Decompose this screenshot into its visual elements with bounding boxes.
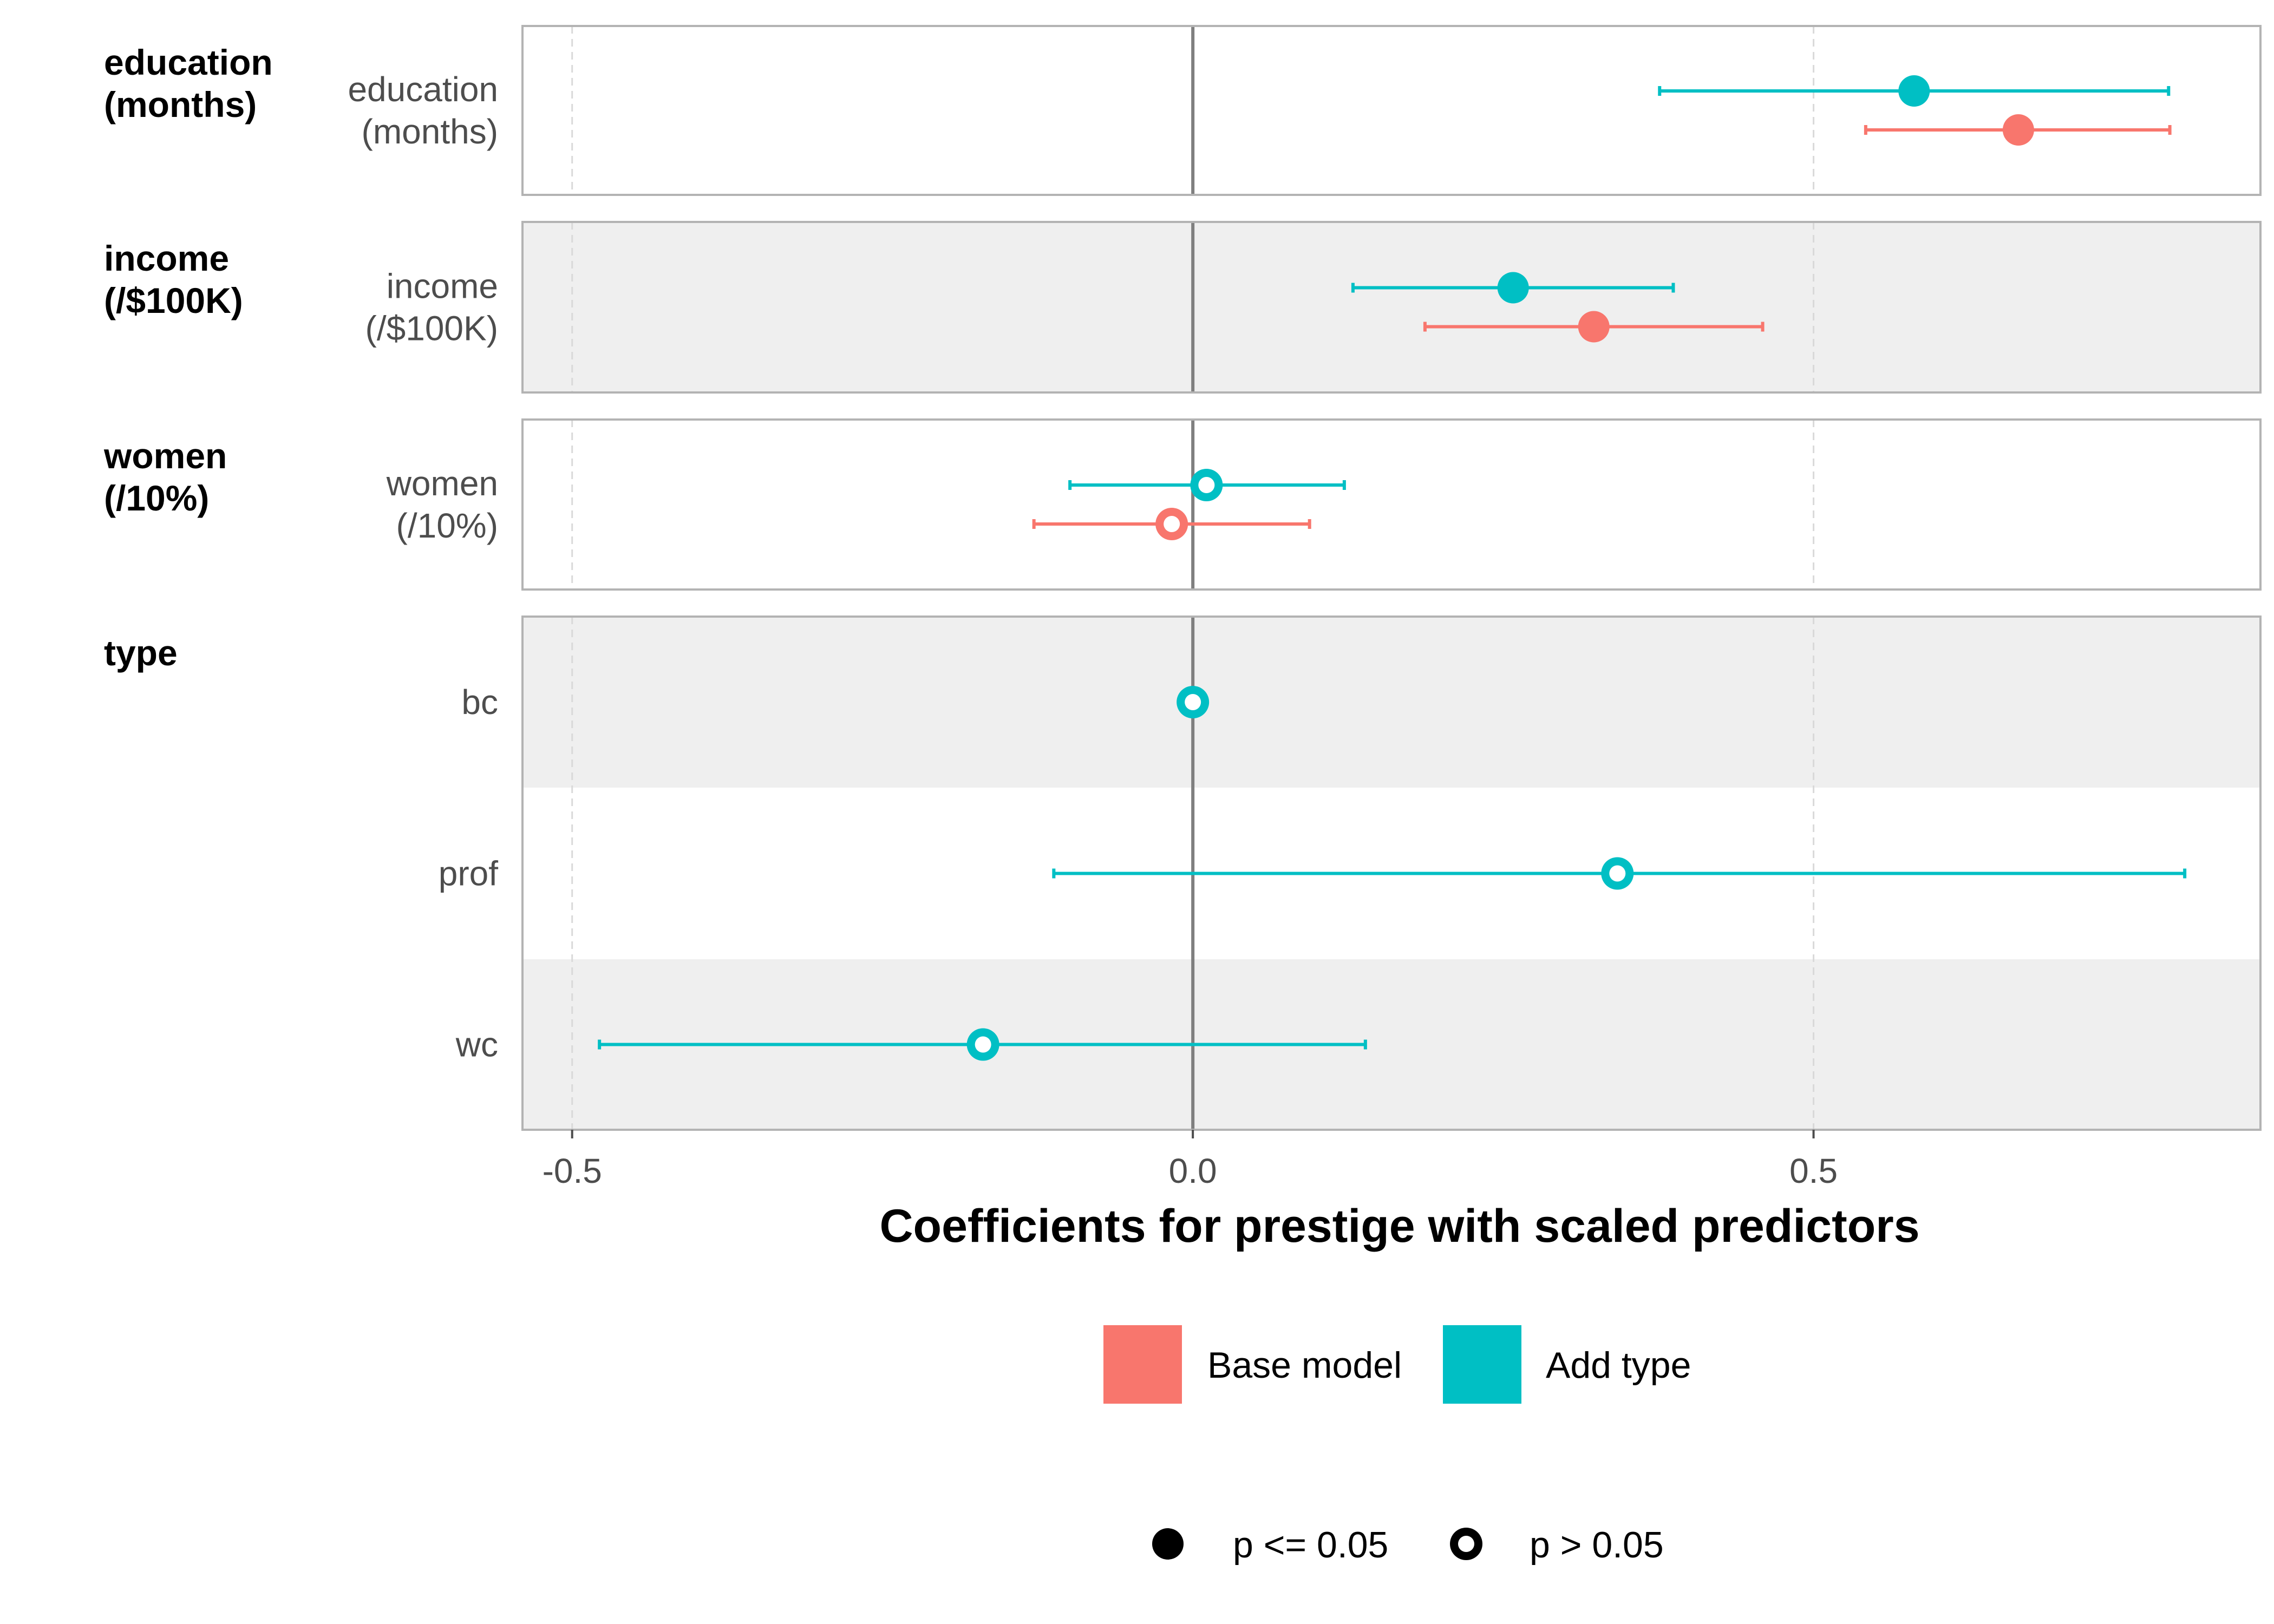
term-label-line: prof bbox=[439, 854, 499, 893]
term-label-line: income bbox=[387, 267, 498, 306]
panels-layer bbox=[522, 26, 2260, 1130]
group-label-line: income bbox=[104, 238, 229, 278]
legend-color-label: Base model bbox=[1207, 1345, 1402, 1386]
legend-color-key bbox=[1103, 1325, 1182, 1404]
term-label-line: bc bbox=[461, 683, 498, 722]
legend-shape-filled bbox=[1152, 1528, 1184, 1560]
term-label-line: education bbox=[348, 70, 498, 109]
term-label-line: women bbox=[386, 464, 498, 503]
x-tick-label: 0.0 bbox=[1169, 1151, 1217, 1190]
group-label: women (/10%) bbox=[103, 436, 227, 518]
group-label: education (months) bbox=[104, 42, 273, 125]
term-label: income (/$100K) bbox=[365, 267, 498, 348]
x-tick-label: -0.5 bbox=[543, 1151, 602, 1190]
legend-shape-hollow-center bbox=[1458, 1536, 1474, 1552]
term-label: bc bbox=[461, 683, 498, 722]
panel-borders-layer bbox=[521, 25, 2262, 1131]
legend-shape-label: p > 0.05 bbox=[1530, 1524, 1664, 1566]
grid-layer bbox=[571, 26, 1815, 1130]
group-label-line: type bbox=[104, 633, 178, 673]
point-hollow-center bbox=[1185, 694, 1201, 710]
group-label-line: women bbox=[103, 436, 227, 476]
x-axis: -0.5 0.0 0.5 bbox=[543, 1130, 1838, 1190]
term-label-line: (months) bbox=[362, 112, 499, 151]
panel-background bbox=[522, 26, 2260, 195]
term-label-line: (/10%) bbox=[396, 506, 499, 545]
point-hollow-center bbox=[975, 1036, 991, 1053]
point-significant bbox=[2002, 114, 2034, 146]
group-label-line: (/$100K) bbox=[104, 280, 243, 320]
point-hollow-center bbox=[1609, 865, 1626, 882]
group-label-line: education bbox=[104, 42, 273, 82]
group-label: income (/$100K) bbox=[104, 238, 243, 320]
group-label-line: (months) bbox=[104, 84, 257, 125]
marks-layer bbox=[598, 75, 2187, 1061]
legend-color-label: Add type bbox=[1546, 1345, 1691, 1386]
term-label: women (/10%) bbox=[386, 464, 498, 545]
legend-shape-label: p <= 0.05 bbox=[1233, 1524, 1388, 1566]
panel-border bbox=[521, 418, 2262, 591]
term-label-line: wc bbox=[455, 1025, 498, 1064]
labels-layer: education (months) education (months)income… bbox=[103, 42, 498, 1064]
legend-color-key bbox=[1443, 1325, 1521, 1404]
term-label: wc bbox=[455, 1025, 498, 1064]
x-tick-label: 0.5 bbox=[1789, 1151, 1838, 1190]
panel-border bbox=[521, 615, 2262, 1131]
point-hollow-center bbox=[1164, 516, 1180, 532]
point-significant bbox=[1898, 75, 1930, 107]
point-significant bbox=[1578, 311, 1610, 343]
term-label: education (months) bbox=[348, 70, 498, 151]
panel-background bbox=[522, 420, 2260, 590]
point-hollow-center bbox=[1198, 477, 1215, 493]
term-label-line: (/$100K) bbox=[365, 309, 498, 348]
legend: Base model Add type p <= 0.05 p > 0.05 bbox=[1103, 1325, 1691, 1566]
term-band-background bbox=[522, 617, 2260, 788]
panel-border bbox=[521, 25, 2262, 196]
point-significant bbox=[1497, 272, 1529, 304]
term-label: prof bbox=[439, 854, 499, 893]
group-label: type bbox=[104, 633, 178, 673]
group-label-line: (/10%) bbox=[104, 478, 209, 518]
x-axis-title: Coefficients for prestige with scaled pr… bbox=[879, 1200, 1919, 1252]
panel-background bbox=[522, 222, 2260, 392]
panel-border bbox=[521, 221, 2262, 394]
